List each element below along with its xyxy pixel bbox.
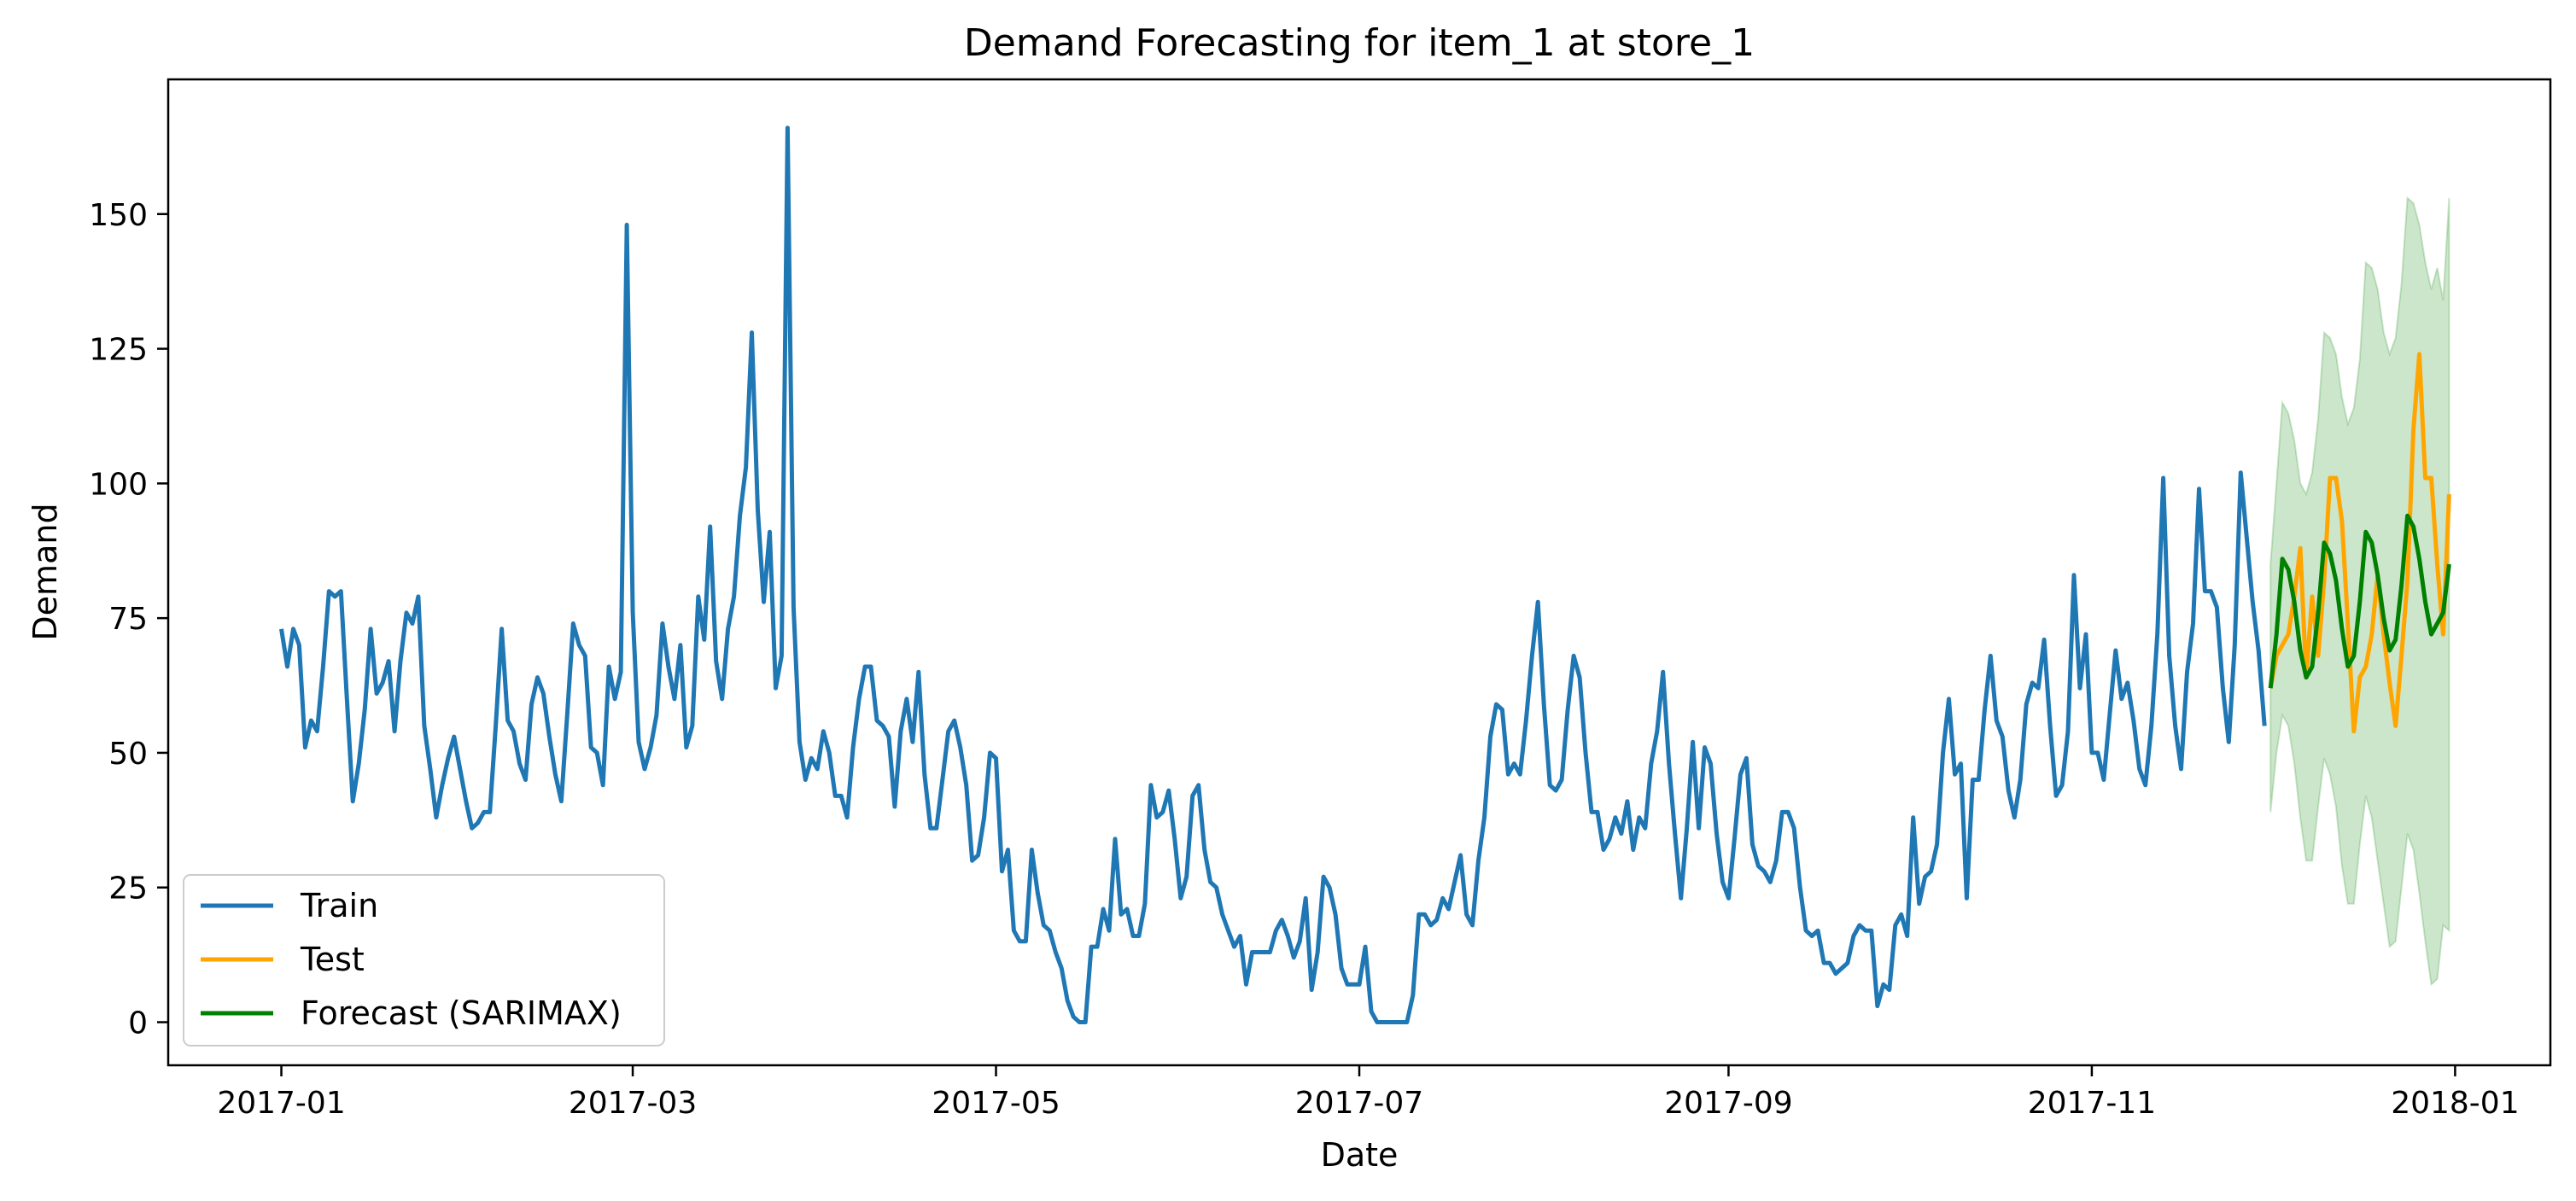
plot-area — [279, 125, 2451, 1024]
train-series-line — [279, 125, 2267, 1024]
legend-label-test: Test — [300, 941, 365, 978]
x-tick-label: 2017-03 — [569, 1086, 697, 1121]
x-tick-label: 2017-05 — [932, 1086, 1060, 1121]
legend-label-forecast: Forecast (SARIMAX) — [301, 994, 622, 1032]
y-tick-label: 75 — [108, 602, 148, 637]
y-axis: 0 25 50 75 100 125 150 — [89, 198, 168, 1041]
x-tick-label: 2018-01 — [2391, 1086, 2519, 1121]
legend-box — [183, 874, 665, 1047]
chart-title: Demand Forecasting for item_1 at store_1 — [964, 21, 1755, 65]
y-tick-label: 150 — [89, 198, 148, 233]
x-axis: 2017-01 2017-03 2017-05 2017-07 2017-09 2017-… — [217, 1065, 2520, 1121]
test-series-line — [2268, 352, 2451, 734]
y-tick-label: 0 — [128, 1006, 148, 1041]
x-axis-label: Date — [1321, 1136, 1399, 1174]
legend: Train Test Forecast (SARIMAX) — [183, 874, 665, 1047]
x-tick-label: 2017-01 — [217, 1086, 345, 1121]
y-tick-label: 125 — [89, 333, 148, 368]
y-tick-label: 25 — [108, 872, 148, 907]
forecast-series-line — [2268, 513, 2451, 689]
y-axis-label: Demand — [26, 503, 64, 640]
x-tick-label: 2017-11 — [2028, 1086, 2156, 1121]
y-tick-label: 50 — [108, 737, 148, 772]
y-tick-label: 100 — [89, 467, 148, 502]
legend-label-train: Train — [300, 887, 378, 924]
x-tick-label: 2017-09 — [1664, 1086, 1792, 1121]
x-tick-label: 2017-07 — [1295, 1086, 1423, 1121]
